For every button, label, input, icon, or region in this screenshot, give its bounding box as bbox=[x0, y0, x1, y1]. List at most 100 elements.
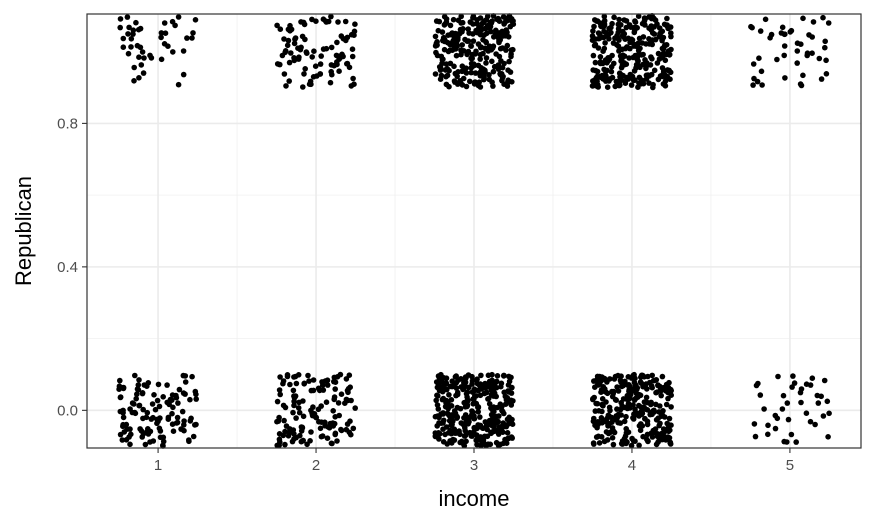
data-point bbox=[794, 40, 801, 46]
data-point bbox=[124, 426, 130, 432]
data-point bbox=[646, 36, 652, 42]
data-point bbox=[617, 53, 624, 59]
data-point bbox=[650, 84, 656, 91]
data-point bbox=[187, 396, 193, 403]
data-point bbox=[489, 377, 495, 384]
x-axis-title: income bbox=[439, 486, 510, 511]
data-point bbox=[301, 71, 307, 77]
data-point bbox=[332, 414, 339, 420]
x-tick-label: 4 bbox=[628, 457, 636, 474]
data-point bbox=[602, 40, 608, 46]
data-point bbox=[489, 58, 495, 65]
data-point bbox=[282, 441, 288, 448]
data-point bbox=[117, 16, 124, 22]
data-point bbox=[439, 29, 446, 35]
data-point bbox=[158, 56, 165, 63]
data-point bbox=[297, 432, 303, 439]
data-point bbox=[449, 429, 455, 436]
data-point bbox=[437, 431, 443, 437]
data-point bbox=[433, 42, 439, 48]
data-point bbox=[619, 383, 625, 390]
data-point bbox=[470, 38, 477, 44]
data-point bbox=[666, 389, 672, 395]
data-point bbox=[653, 417, 660, 423]
data-point bbox=[785, 416, 792, 423]
data-point bbox=[299, 424, 306, 431]
data-point bbox=[285, 37, 292, 44]
data-point bbox=[604, 84, 611, 90]
data-point bbox=[472, 70, 479, 76]
data-point bbox=[659, 37, 665, 44]
data-point bbox=[478, 44, 484, 50]
data-point bbox=[295, 56, 302, 62]
data-point bbox=[452, 79, 458, 85]
data-point bbox=[287, 28, 293, 34]
data-point bbox=[348, 431, 354, 438]
data-point bbox=[788, 431, 795, 438]
data-point bbox=[309, 54, 316, 60]
data-point bbox=[349, 46, 356, 52]
data-point bbox=[172, 22, 178, 29]
data-point bbox=[453, 41, 460, 48]
data-point bbox=[281, 36, 287, 42]
data-point bbox=[432, 413, 439, 420]
data-point bbox=[325, 18, 332, 25]
data-point bbox=[117, 394, 124, 401]
data-point bbox=[144, 409, 151, 416]
data-point bbox=[302, 66, 309, 72]
data-point bbox=[655, 382, 661, 388]
data-point bbox=[190, 433, 197, 440]
data-point bbox=[625, 400, 632, 407]
data-point bbox=[151, 392, 157, 398]
data-point bbox=[323, 399, 330, 406]
data-point bbox=[434, 392, 440, 399]
data-point bbox=[653, 377, 660, 383]
data-point bbox=[140, 406, 146, 413]
data-point bbox=[446, 392, 452, 398]
data-point bbox=[180, 390, 187, 396]
data-point bbox=[496, 18, 503, 25]
data-point bbox=[293, 380, 300, 387]
data-point bbox=[473, 377, 480, 383]
data-point bbox=[460, 421, 467, 428]
data-point bbox=[471, 415, 477, 422]
data-point bbox=[174, 414, 181, 421]
data-point bbox=[499, 407, 505, 414]
data-point bbox=[598, 434, 605, 440]
data-point bbox=[287, 381, 293, 388]
data-point bbox=[818, 393, 824, 400]
data-point bbox=[328, 44, 335, 51]
data-point bbox=[668, 404, 674, 410]
data-point bbox=[642, 399, 649, 405]
data-point bbox=[800, 72, 806, 79]
data-point bbox=[467, 78, 473, 85]
data-point bbox=[133, 395, 139, 402]
data-point bbox=[794, 60, 800, 66]
data-point bbox=[347, 418, 353, 425]
data-point bbox=[300, 84, 306, 90]
data-point bbox=[601, 13, 608, 20]
data-point bbox=[482, 25, 489, 32]
data-point bbox=[640, 34, 647, 40]
data-point bbox=[619, 62, 626, 68]
data-point bbox=[660, 46, 667, 52]
data-point bbox=[276, 414, 282, 421]
data-point bbox=[804, 52, 810, 59]
data-point bbox=[646, 80, 652, 86]
data-point bbox=[156, 403, 163, 410]
data-point bbox=[632, 382, 639, 388]
data-point bbox=[459, 42, 466, 48]
data-point bbox=[638, 52, 645, 58]
data-point bbox=[139, 49, 146, 55]
data-point bbox=[137, 44, 144, 51]
data-point bbox=[290, 387, 297, 394]
data-point bbox=[825, 20, 832, 26]
data-point bbox=[469, 408, 475, 414]
data-point bbox=[127, 441, 133, 448]
data-point bbox=[477, 56, 484, 62]
data-point bbox=[125, 31, 131, 37]
data-point bbox=[338, 391, 345, 398]
data-point bbox=[491, 34, 497, 40]
data-point bbox=[447, 41, 453, 48]
